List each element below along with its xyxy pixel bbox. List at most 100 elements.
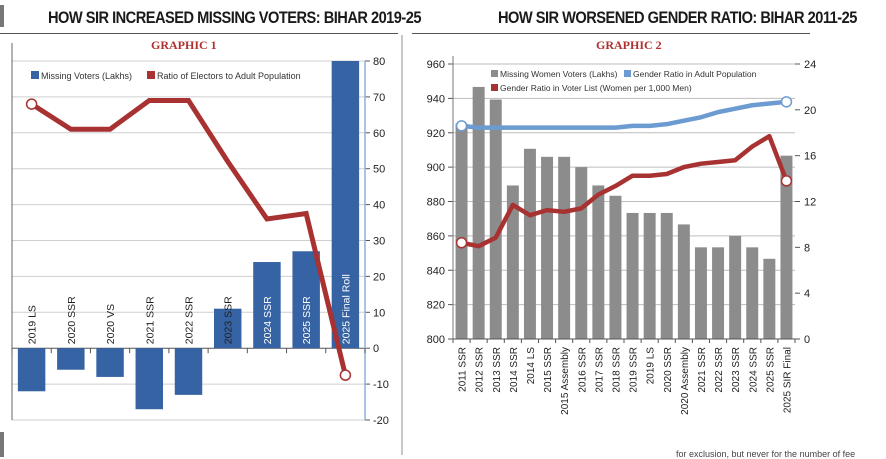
x-category-label: 2014 SSR: [509, 347, 520, 393]
x-category-label: 2025 SIR Final: [782, 347, 793, 413]
left-y-tick-label: 960: [427, 59, 445, 71]
bar-missing-voters: [292, 251, 320, 349]
line-endpoint-marker: [25, 98, 38, 110]
bar-missing-women-voters: [558, 156, 571, 339]
x-category-label: 2020 Assembly: [680, 347, 691, 415]
left-y-tick-label: 860: [427, 231, 445, 243]
y-tick-label: 50: [373, 164, 385, 176]
right-y-tick-label: 16: [804, 151, 816, 163]
bar-missing-women-voters: [575, 167, 588, 339]
right-y-tick-label: 8: [804, 242, 810, 254]
y-tick-label: 70: [373, 92, 385, 104]
y-tick-label: 10: [373, 307, 385, 319]
left-y-tick-label: 880: [427, 197, 445, 209]
bar-missing-women-voters: [694, 247, 707, 339]
panel-divider: [401, 35, 403, 455]
x-category-label: 2015 SSR: [543, 347, 554, 393]
bar-missing-women-voters: [489, 99, 502, 339]
left-y-tick-label: 840: [427, 265, 445, 277]
bar-missing-women-voters: [455, 123, 468, 339]
x-category-label: 2019 SSR: [629, 347, 640, 393]
y-tick-label: 40: [373, 200, 385, 212]
category-label: 2024 SSR: [262, 296, 274, 344]
category-label: 2021 SSR: [144, 296, 156, 344]
bar-missing-women-voters: [660, 212, 673, 339]
x-category-label: 2018 SSR: [611, 347, 622, 393]
y-tick-label: 80: [373, 56, 385, 68]
line-gender-ratio-voter-list: [461, 133, 789, 249]
graphic-1-headline: HOW SIR INCREASED MISSING VOTERS: BIHAR …: [48, 8, 422, 27]
line-endpoint-marker: [455, 120, 468, 132]
legend-label-adult-gender-ratio: Gender Ratio in Adult Population: [633, 69, 757, 79]
bar-missing-women-voters: [780, 155, 793, 339]
bar-missing-voters: [57, 348, 85, 370]
legend-swatch-adult-gender-ratio: [624, 70, 631, 77]
bar-missing-women-voters: [712, 247, 725, 339]
headline-rule: [412, 33, 810, 34]
category-label: 2019 LS: [27, 305, 39, 344]
category-label: 2023 SSR: [223, 296, 235, 344]
right-y-tick-label: 4: [804, 288, 810, 300]
bar-missing-women-voters: [729, 235, 742, 339]
left-y-tick-label: 940: [427, 93, 445, 105]
left-edge-bar-bottom: [0, 432, 4, 457]
x-category-label: 2014 LS: [526, 347, 537, 385]
right-y-tick-label: 0: [804, 334, 810, 346]
y-tick-label: -10: [373, 379, 389, 391]
legend-label-missing-women: Missing Women Voters (Lakhs): [500, 69, 618, 79]
article-text-fragment: for exclusion, but never for the number …: [676, 449, 856, 459]
graphic-2-panel: HOW SIR WORSENED GENDER RATIO: BIHAR 201…: [410, 0, 886, 457]
category-label: 2022 SSR: [184, 296, 196, 344]
graphic-1-legend: Missing Voters (Lakhs) Ratio of Electors…: [31, 71, 301, 81]
graphic-2-subtitle: GRAPHIC 2: [596, 38, 662, 52]
legend-swatch-voter-gender-ratio: [491, 84, 498, 91]
bar-missing-women-voters: [746, 247, 759, 339]
bar-missing-voters: [253, 262, 281, 349]
bar-missing-women-voters: [592, 185, 605, 339]
bar-missing-women-voters: [506, 185, 519, 339]
left-y-tick-label: 820: [427, 300, 445, 312]
right-y-tick-label: 12: [804, 197, 816, 209]
x-category-label: 2012 SSR: [475, 347, 486, 393]
x-category-label: 2021 SSR: [697, 347, 708, 393]
bar-missing-voters: [174, 348, 203, 395]
right-y-tick-label: 20: [804, 105, 816, 117]
bar-missing-women-voters: [626, 212, 639, 339]
graphic-2-headline: HOW SIR WORSENED GENDER RATIO: BIHAR 201…: [498, 8, 857, 27]
bar-missing-women-voters: [541, 156, 554, 339]
graphic-2-legend: Missing Women Voters (Lakhs) Gender Rati…: [491, 69, 757, 93]
y-tick-label: 30: [373, 236, 385, 248]
x-category-label: 2017 SSR: [594, 347, 605, 393]
x-category-label: 2024 SSR: [748, 347, 759, 393]
graphic-1-subtitle: GRAPHIC 1: [151, 38, 217, 52]
y-tick-label: 0: [373, 343, 379, 355]
left-edge-bar: [0, 5, 4, 27]
legend-swatch-missing-voters: [31, 71, 39, 79]
right-y-tick-label: 24: [804, 59, 816, 71]
legend-label-missing-voters: Missing Voters (Lakhs): [41, 71, 132, 81]
legend-label-voter-gender-ratio: Gender Ratio in Voter List (Women per 1,…: [500, 83, 692, 93]
line-ratio-electors: [30, 97, 348, 376]
x-category-label: 2025 SSR: [765, 347, 776, 393]
left-y-tick-label: 920: [427, 128, 445, 140]
category-label: 2025 Final Roll: [340, 274, 352, 344]
bar-missing-women-voters: [643, 212, 656, 339]
line-endpoint-marker: [780, 175, 793, 187]
line-endpoint-marker: [455, 237, 468, 249]
left-y-tick-label: 800: [427, 334, 445, 346]
x-category-label: 2022 SSR: [714, 347, 725, 393]
bar-missing-voters: [135, 348, 164, 410]
y-tick-label: -20: [373, 415, 389, 427]
bar-missing-women-voters: [677, 224, 690, 339]
bar-missing-voters: [331, 61, 360, 349]
left-y-tick-label: 900: [427, 162, 445, 174]
headline-rule: [0, 33, 398, 34]
x-category-label: 2011 SSR: [458, 347, 469, 392]
bar-missing-women-voters: [609, 195, 622, 339]
line-gender-ratio-adult: [461, 99, 787, 130]
category-label: 2025 SSR: [301, 296, 313, 344]
line-endpoint-marker: [780, 96, 793, 108]
category-label: 2020 VS: [105, 304, 117, 344]
x-category-label: 2013 SSR: [492, 347, 503, 393]
